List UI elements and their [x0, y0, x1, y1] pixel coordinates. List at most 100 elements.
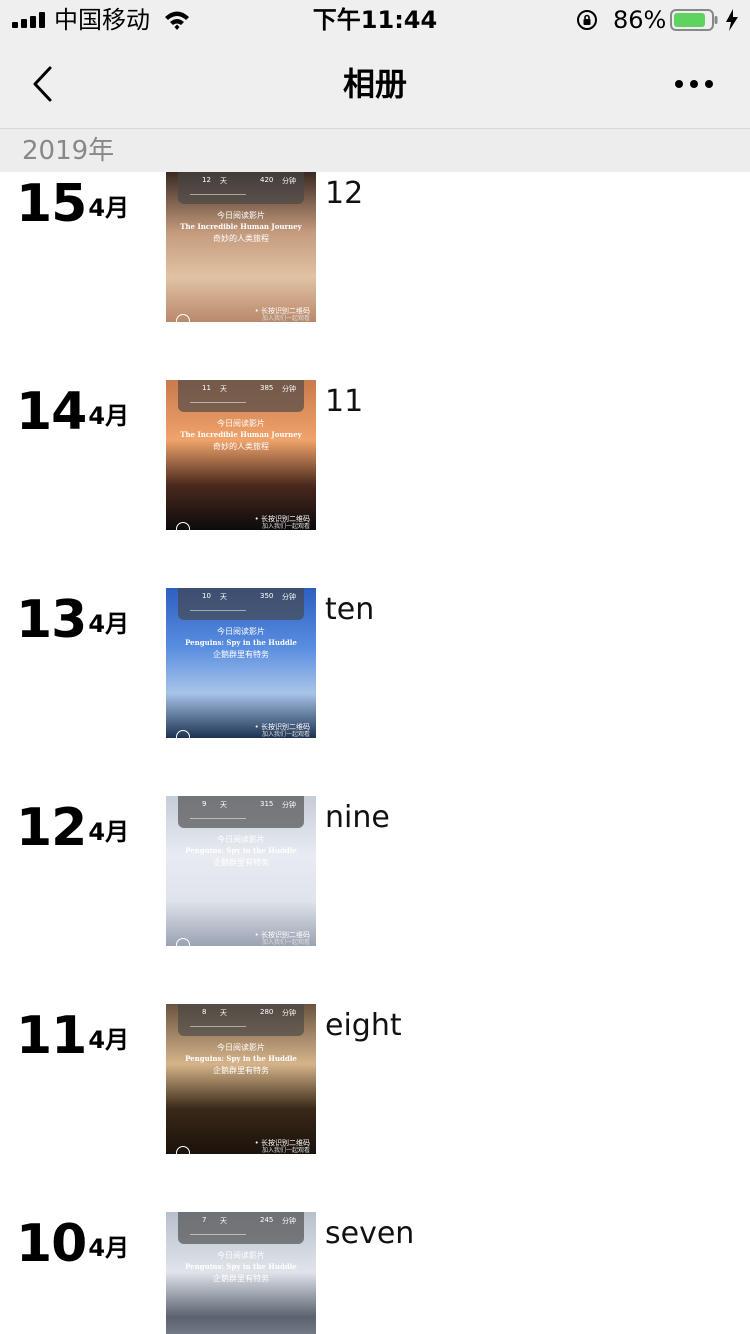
thumbnail-progress-line	[190, 818, 246, 819]
thumbnail-heading: 今日阅读影片	[217, 211, 265, 220]
timeline-entry[interactable]: 11 4月 8 天 280 分钟 今日阅读影片 Penguins: Spy in…	[0, 1004, 750, 1212]
thumbnail-progress-line	[190, 610, 246, 611]
thumbnail-qr-subhint: 加入我们一起观看	[261, 523, 310, 530]
thumbnail-film-title-cn: 企鹅群里有特务	[213, 858, 269, 867]
back-button[interactable]	[22, 62, 62, 106]
thumbnail-minutes: 280	[260, 1008, 274, 1016]
thumbnail-days-unit: 天	[220, 801, 227, 809]
timeline-entry[interactable]: 10 4月 7 天 245 分钟 今日阅读影片 Penguins: Spy in…	[0, 1212, 750, 1334]
thumbnail-days: 7	[202, 1216, 207, 1224]
entry-thumbnail[interactable]: 10 天 350 分钟 今日阅读影片 Penguins: Spy in the …	[166, 588, 316, 738]
thumbnail-film-title-cn: 企鹅群里有特务	[213, 650, 269, 659]
thumbnail-days: 9	[202, 800, 207, 808]
thumbnail-heading: 今日阅读影片	[217, 835, 265, 844]
thumbnail-progress-line	[190, 194, 246, 195]
thumbnail-days: 10	[202, 592, 211, 600]
thumbnail-minutes-unit: 分钟	[282, 593, 296, 601]
thumbnail-heading: 今日阅读影片	[217, 1043, 265, 1052]
thumbnail-days-unit: 天	[220, 593, 227, 601]
thumbnail-film-title: Penguins: Spy in the Huddle	[185, 1054, 297, 1063]
thumbnail-qr-hint: • 长按识别二维码	[254, 307, 310, 315]
entry-month: 4月	[88, 402, 130, 430]
entry-thumbnail[interactable]: 11 天 385 分钟 今日阅读影片 The Incredible Human …	[166, 380, 316, 530]
thumbnail-film-title: Penguins: Spy in the Huddle	[185, 638, 297, 647]
timeline-entry[interactable]: 15 4月 12 天 420 分钟 今日阅读影片 The Incredible …	[0, 172, 750, 380]
thumbnail-minutes-unit: 分钟	[282, 385, 296, 393]
battery-percent: 86%	[613, 6, 667, 34]
entry-day: 14	[16, 382, 87, 442]
entry-day: 13	[16, 590, 87, 650]
thumbnail-qr-hint: • 长按识别二维码	[254, 515, 310, 523]
thumbnail-heading: 今日阅读影片	[217, 627, 265, 636]
thumbnail-film-title: Penguins: Spy in the Huddle	[185, 1262, 297, 1271]
thumbnail-days: 12	[202, 176, 211, 184]
thumbnail-film-title: The Incredible Human Journey	[180, 222, 302, 231]
thumbnail-film-title-cn: 企鹅群里有特务	[213, 1066, 269, 1075]
entry-month: 4月	[88, 610, 130, 638]
thumbnail-stats-panel: 8 天 280 分钟	[178, 1004, 304, 1036]
timeline-entry[interactable]: 14 4月 11 天 385 分钟 今日阅读影片 The Incredible …	[0, 380, 750, 588]
thumbnail-progress-line	[190, 1234, 246, 1235]
thumbnail-film-title: The Incredible Human Journey	[180, 430, 302, 439]
thumbnail-days-unit: 天	[220, 1009, 227, 1017]
entry-thumbnail[interactable]: 12 天 420 分钟 今日阅读影片 The Incredible Human …	[166, 172, 316, 322]
thumbnail-minutes: 245	[260, 1216, 274, 1224]
thumbnail-minutes-unit: 分钟	[282, 1217, 296, 1225]
thumbnail-days: 11	[202, 384, 211, 392]
thumbnail-film-title: Penguins: Spy in the Huddle	[185, 846, 297, 855]
thumbnail-qr-subhint: 加入我们一起观看	[261, 939, 310, 946]
page-title: 相册	[342, 65, 407, 103]
thumbnail-qr-subhint: 加入我们一起观看	[261, 315, 310, 322]
thumbnail-film-title-cn: 奇妙的人类旅程	[213, 442, 269, 451]
wifi-icon	[165, 11, 189, 30]
entry-day: 10	[16, 1214, 87, 1274]
entry-day: 11	[16, 1006, 87, 1066]
entry-month: 4月	[88, 194, 130, 222]
status-bar: 中国移动 下午11:44 86%	[0, 0, 750, 40]
thumbnail-days-unit: 天	[220, 177, 227, 185]
thumbnail-qr-hint: • 长按识别二维码	[254, 723, 310, 731]
orientation-lock-icon	[577, 10, 597, 30]
thumbnail-film-title-cn: 企鹅群里有特务	[213, 1274, 269, 1283]
thumbnail-days-unit: 天	[220, 385, 227, 393]
logo-icon	[176, 1146, 190, 1154]
charging-icon	[726, 9, 738, 31]
entry-caption: seven	[325, 1216, 415, 1251]
entry-month: 4月	[88, 818, 130, 846]
entry-caption: 12	[325, 176, 364, 211]
timeline-entry[interactable]: 12 4月 9 天 315 分钟 今日阅读影片 Penguins: Spy in…	[0, 796, 750, 1004]
nav-bar: 相册	[0, 40, 750, 128]
logo-icon	[176, 938, 190, 946]
thumbnail-qr-subhint: 加入我们一起观看	[261, 1147, 310, 1154]
timeline-entry[interactable]: 13 4月 10 天 350 分钟 今日阅读影片 Penguins: Spy i…	[0, 588, 750, 796]
thumbnail-qr-subhint: 加入我们一起观看	[261, 731, 310, 738]
entry-day: 15	[16, 174, 87, 234]
thumbnail-qr-hint: • 长按识别二维码	[254, 931, 310, 939]
entry-day: 12	[16, 798, 87, 858]
thumbnail-stats-panel: 9 天 315 分钟	[178, 796, 304, 828]
entry-caption: nine	[325, 800, 390, 835]
logo-icon	[176, 314, 190, 322]
more-dots-icon	[675, 80, 713, 88]
entry-caption: eight	[325, 1008, 402, 1043]
entry-thumbnail[interactable]: 7 天 245 分钟 今日阅读影片 Penguins: Spy in the H…	[166, 1212, 316, 1334]
thumbnail-stats-panel: 11 天 385 分钟	[178, 380, 304, 412]
album-timeline[interactable]: 15 4月 12 天 420 分钟 今日阅读影片 The Incredible …	[0, 172, 750, 1334]
thumbnail-stats-panel: 7 天 245 分钟	[178, 1212, 304, 1244]
carrier-name: 中国移动	[54, 6, 150, 34]
thumbnail-heading: 今日阅读影片	[217, 1251, 265, 1260]
thumbnail-qr-hint: • 长按识别二维码	[254, 1139, 310, 1147]
entry-month: 4月	[88, 1026, 130, 1054]
thumbnail-minutes-unit: 分钟	[282, 1009, 296, 1017]
more-button[interactable]	[664, 62, 724, 106]
thumbnail-film-title-cn: 奇妙的人类旅程	[213, 234, 269, 243]
year-section-header: 2019年	[0, 128, 750, 172]
entry-thumbnail[interactable]: 9 天 315 分钟 今日阅读影片 Penguins: Spy in the H…	[166, 796, 316, 946]
entry-thumbnail[interactable]: 8 天 280 分钟 今日阅读影片 Penguins: Spy in the H…	[166, 1004, 316, 1154]
thumbnail-minutes: 315	[260, 800, 274, 808]
status-time: 下午11:44	[312, 6, 438, 34]
thumbnail-minutes: 385	[260, 384, 274, 392]
thumbnail-stats-panel: 12 天 420 分钟	[178, 172, 304, 204]
chevron-left-icon	[33, 66, 52, 102]
signal-icon	[12, 12, 45, 28]
